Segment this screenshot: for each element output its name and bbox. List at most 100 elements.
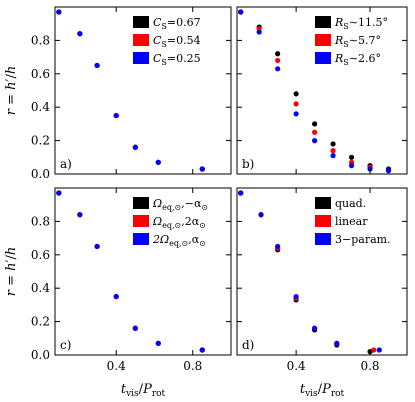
data-point	[199, 347, 205, 353]
data-point	[238, 9, 244, 15]
data-point	[113, 112, 119, 119]
data-point	[155, 340, 161, 346]
x-tick-label: 0.4	[287, 359, 306, 373]
panel-3: 0.4 0.8 d) quad. linear 3−param. tvis/Prot	[236, 187, 408, 399]
legend: Ωeq,⊙,−α⊙ Ωeq,⊙,2α⊙ 2Ωeq,⊙,α⊙	[133, 197, 208, 248]
y-axis-label: r = h′/h	[4, 66, 19, 115]
legend-swatch	[315, 34, 331, 46]
legend-swatch	[315, 52, 331, 64]
legend-label: quad.	[335, 197, 366, 210]
legend: RS∼11.5° RS∼5.7° RS∼2.6°	[315, 16, 388, 67]
data-point	[132, 325, 138, 331]
panel-label: d)	[242, 338, 254, 352]
legend-label: 3−param.	[335, 233, 391, 246]
legend-swatch	[133, 34, 149, 46]
panel-2: 0.0 0.2 0.4 0.6 0.8 0.4 0.8 c) Ωeq,⊙,−α⊙ Ωeq,⊙,2α…	[4, 187, 232, 399]
plot-frame	[54, 6, 232, 175]
panel-label: a)	[60, 157, 72, 171]
data-points	[56, 9, 205, 172]
data-point	[348, 154, 355, 160]
plot-frame	[54, 187, 232, 356]
data-point	[312, 129, 318, 135]
y-tick-label: 0.0	[31, 167, 50, 181]
data-point	[275, 57, 281, 64]
plot-frame	[236, 187, 408, 356]
data-point	[56, 190, 62, 196]
panel-1: b) RS∼11.5° RS∼5.7° RS∼2.6°	[236, 6, 408, 175]
x-axis-label: tvis/Prot	[300, 382, 345, 399]
legend-swatch	[133, 197, 149, 209]
legend-swatch	[315, 233, 331, 245]
data-point	[376, 347, 382, 353]
data-point	[275, 243, 281, 250]
data-point	[385, 168, 392, 174]
legend-label: 2Ωeq,⊙,α⊙	[152, 233, 206, 248]
data-point	[293, 293, 299, 300]
data-point	[330, 153, 336, 159]
y-tick-label: 0.4	[31, 100, 50, 114]
legend-label: CS=0.25	[153, 52, 201, 67]
data-point	[293, 111, 299, 117]
legend-label: CS=0.54	[153, 34, 201, 49]
legend-swatch	[133, 233, 149, 245]
data-point	[330, 141, 336, 147]
legend-label: CS=0.67	[153, 16, 201, 31]
data-point	[293, 91, 299, 97]
data-point	[77, 31, 83, 37]
data-points	[238, 9, 392, 174]
legend-label: RS∼2.6°	[334, 52, 381, 67]
data-points	[238, 190, 382, 355]
legend-swatch	[133, 16, 149, 28]
legend-swatch	[315, 16, 331, 28]
y-tick-label: 0.4	[31, 281, 50, 295]
y-axis-label: r = h′/h	[4, 247, 19, 296]
data-point	[94, 243, 100, 250]
data-point	[256, 29, 262, 35]
data-point	[56, 9, 62, 15]
legend-label: RS∼11.5°	[334, 16, 388, 31]
legend-swatch	[133, 52, 149, 64]
data-point	[155, 159, 161, 165]
data-point	[334, 340, 340, 346]
x-tick-label: 0.8	[360, 359, 379, 373]
data-point	[293, 101, 299, 107]
data-point	[275, 51, 281, 57]
x-tick-label: 0.4	[107, 359, 126, 373]
data-points	[56, 190, 205, 353]
data-point	[367, 166, 373, 172]
plot-frame	[236, 6, 408, 175]
panel-label: b)	[242, 157, 254, 171]
x-axis-label: tvis/Prot	[121, 382, 166, 399]
data-point	[258, 212, 264, 218]
data-point	[238, 190, 244, 196]
data-point	[348, 163, 355, 169]
data-point	[312, 138, 318, 144]
data-point	[275, 66, 281, 72]
y-tick-label: 0.2	[31, 134, 50, 148]
data-point	[371, 347, 377, 353]
y-tick-label: 0.2	[31, 315, 50, 329]
y-tick-label: 0.8	[31, 33, 50, 47]
data-point	[312, 325, 318, 331]
x-tick-label: 0.8	[183, 359, 202, 373]
legend-label: Ωeq,⊙,2α⊙	[152, 215, 206, 230]
data-point	[312, 121, 318, 127]
legend-swatch	[315, 215, 331, 227]
legend: CS=0.67 CS=0.54 CS=0.25	[133, 16, 201, 67]
legend: quad. linear 3−param.	[315, 197, 391, 246]
legend-label: Ωeq,⊙,−α⊙	[152, 197, 208, 212]
y-tick-label: 0.6	[31, 67, 50, 81]
data-point	[330, 148, 336, 154]
data-point	[113, 293, 119, 300]
legend-swatch	[133, 215, 149, 227]
panel-label: c)	[60, 338, 71, 352]
legend-swatch	[315, 197, 331, 209]
data-point	[199, 166, 205, 172]
y-tick-label: 0.8	[31, 214, 50, 228]
data-point	[132, 144, 138, 150]
data-point	[94, 62, 100, 69]
legend-label: RS∼5.7°	[334, 34, 381, 49]
legend-label: linear	[335, 215, 368, 228]
data-point	[77, 212, 83, 218]
